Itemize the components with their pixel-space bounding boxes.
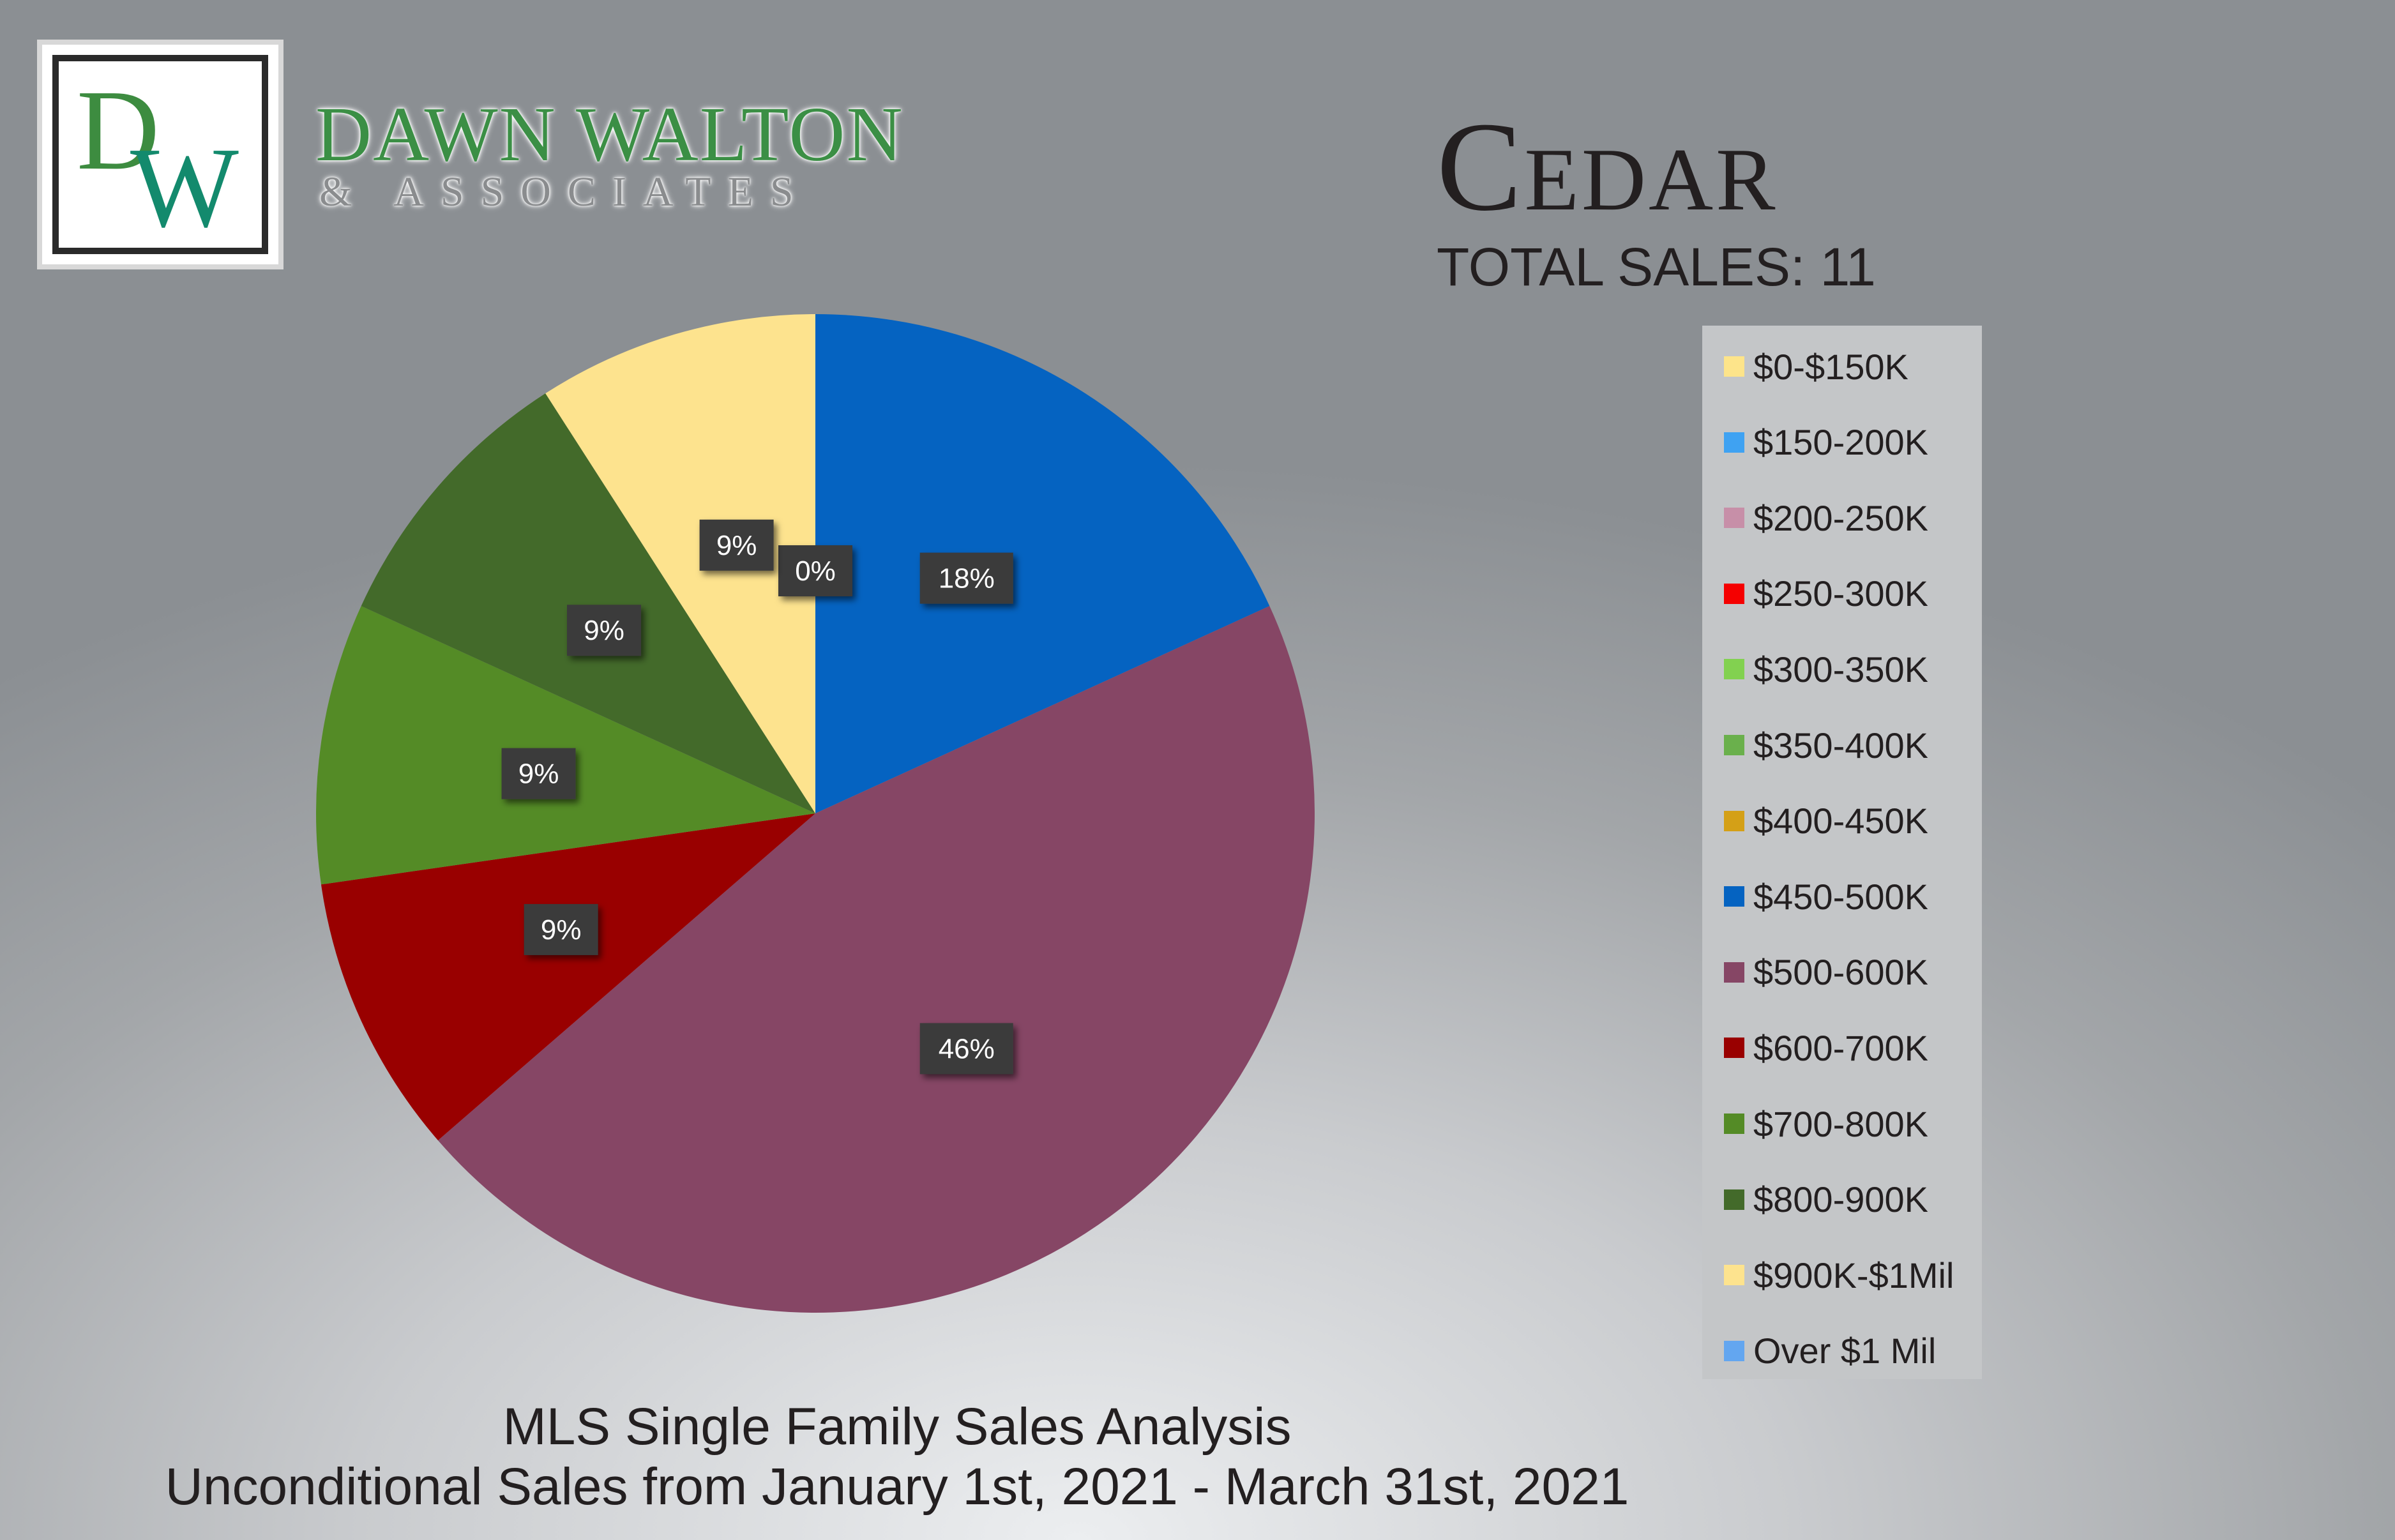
legend-item-350-400k: $350-400K bbox=[1724, 720, 1928, 771]
legend: $0-$150K $150-200K $200-250K $250-300K $300-… bbox=[1702, 326, 1982, 1379]
legend-item-150-200k: $150-200K bbox=[1724, 417, 1928, 468]
data-label-500-600k: 46% bbox=[919, 1023, 1013, 1075]
legend-label: $400-450K bbox=[1753, 801, 1929, 842]
data-label-text: 9% bbox=[518, 759, 559, 790]
legend-item-200-250k: $200-250K bbox=[1724, 492, 1928, 543]
data-label-700-800k: 9% bbox=[501, 748, 576, 799]
data-label-450-500k: 18% bbox=[919, 552, 1013, 604]
legend-item-800-900k: $800-900K bbox=[1724, 1174, 1928, 1225]
data-label-text: 9% bbox=[541, 914, 582, 946]
footer-title: MLS Single Family Sales Analysis bbox=[502, 1398, 1292, 1456]
legend-swatch bbox=[1724, 810, 1744, 831]
legend-item-900k-1mil: $900K-$1Mil bbox=[1724, 1249, 1954, 1301]
slice-700-800k bbox=[315, 606, 815, 885]
legend-item-400-450k: $400-450K bbox=[1724, 796, 1928, 847]
legend-item-700-800k: $700-800K bbox=[1724, 1098, 1928, 1149]
pie-labels: 0% 18% 46% 9% 9% 9% 9% bbox=[501, 519, 1013, 1075]
logo-frame: D W bbox=[52, 55, 268, 254]
data-label-text: 46% bbox=[939, 1033, 995, 1064]
brand-subtitle: & ASSOCIATES bbox=[319, 169, 810, 215]
data-label-bg bbox=[919, 1023, 1013, 1075]
legend-label: $500-600K bbox=[1753, 952, 1929, 993]
legend-label: $600-700K bbox=[1753, 1027, 1929, 1068]
legend-label: $150-200K bbox=[1753, 422, 1929, 463]
data-label-0-150k: 0% bbox=[778, 545, 852, 596]
legend-label: $200-250K bbox=[1753, 497, 1929, 538]
legend-swatch bbox=[1724, 735, 1744, 755]
data-label-text: 9% bbox=[716, 530, 757, 561]
data-label-600-700k: 9% bbox=[524, 903, 598, 955]
legend-item-0-150k: $0-$150K bbox=[1724, 341, 1908, 392]
slice-600-700k bbox=[321, 813, 816, 1141]
logo-letter-d: D bbox=[77, 66, 160, 193]
legend-swatch bbox=[1724, 1265, 1744, 1286]
legend-label: $0-$150K bbox=[1753, 346, 1908, 387]
data-label-text: 18% bbox=[939, 563, 995, 594]
pie-slices bbox=[315, 314, 1315, 1313]
data-label-bg bbox=[501, 748, 576, 799]
legend-item-450-500k: $450-500K bbox=[1724, 871, 1928, 922]
city-title: Cedar bbox=[1437, 96, 1778, 238]
logo-letter-w: W bbox=[130, 124, 239, 251]
data-label-bg bbox=[778, 545, 852, 596]
legend-label: $700-800K bbox=[1753, 1103, 1929, 1144]
data-label-text: 9% bbox=[584, 615, 624, 646]
data-label-text: 0% bbox=[795, 555, 836, 587]
legend-swatch bbox=[1724, 356, 1744, 377]
legend-swatch bbox=[1724, 508, 1744, 529]
legend-swatch bbox=[1724, 659, 1744, 680]
legend-label: $450-500K bbox=[1753, 876, 1929, 917]
footer-date-range: Unconditional Sales from January 1st, 20… bbox=[165, 1458, 1629, 1516]
legend-label: Over $1 Mil bbox=[1753, 1331, 1937, 1371]
logo: D W bbox=[37, 40, 283, 269]
legend-swatch bbox=[1724, 432, 1744, 453]
data-label-900k-1mil: 9% bbox=[699, 519, 774, 571]
legend-item-500-600k: $500-600K bbox=[1724, 947, 1928, 998]
slice-800-900k bbox=[361, 393, 815, 813]
legend-swatch bbox=[1724, 1189, 1744, 1210]
data-label-800-900k: 9% bbox=[567, 605, 642, 656]
legend-swatch bbox=[1724, 583, 1744, 604]
legend-label: $300-350K bbox=[1753, 649, 1929, 690]
legend-item-over-1-mil: Over $1 Mil bbox=[1724, 1325, 1936, 1377]
legend-swatch bbox=[1724, 886, 1744, 907]
legend-item-250-300k: $250-300K bbox=[1724, 568, 1928, 619]
slice-900k-1mil bbox=[545, 314, 815, 813]
legend-item-300-350k: $300-350K bbox=[1724, 644, 1928, 695]
legend-label: $250-300K bbox=[1753, 573, 1929, 614]
slice-450-500k bbox=[815, 314, 1270, 813]
brand-name: DAWN WALTON bbox=[315, 91, 904, 177]
legend-item-600-700k: $600-700K bbox=[1724, 1022, 1928, 1073]
legend-label: $350-400K bbox=[1753, 725, 1929, 766]
data-label-bg bbox=[699, 519, 774, 571]
legend-swatch bbox=[1724, 1340, 1744, 1361]
legend-label: $900K-$1Mil bbox=[1753, 1255, 1954, 1295]
legend-swatch bbox=[1724, 1038, 1744, 1059]
legend-swatch bbox=[1724, 962, 1744, 983]
legend-swatch bbox=[1724, 1113, 1744, 1134]
legend-label: $800-900K bbox=[1753, 1179, 1929, 1220]
slice-500-600k bbox=[438, 606, 1315, 1313]
total-sales: TOTAL SALES: 11 bbox=[1437, 237, 1876, 297]
data-label-bg bbox=[524, 903, 598, 955]
data-label-bg bbox=[919, 552, 1013, 604]
data-label-bg bbox=[567, 605, 642, 656]
